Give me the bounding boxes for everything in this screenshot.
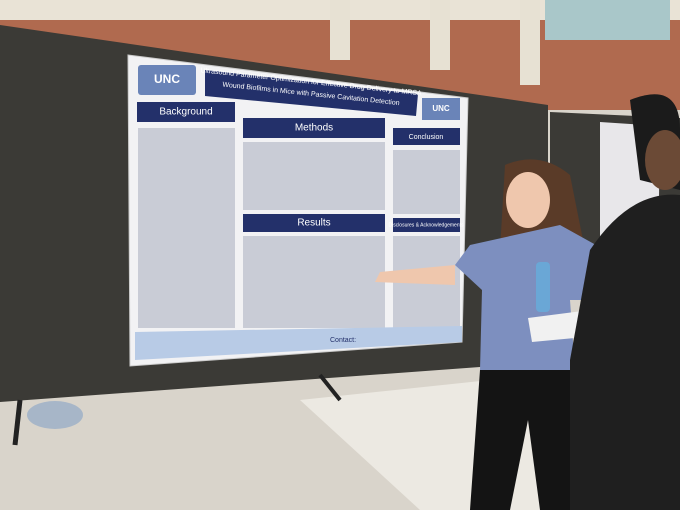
pillar bbox=[520, 0, 540, 85]
pillar bbox=[430, 0, 450, 70]
section-title: Disclosures & Acknowledgements bbox=[388, 222, 464, 228]
text-block bbox=[138, 128, 235, 328]
contact: Contact: bbox=[330, 337, 356, 344]
section-header bbox=[137, 102, 235, 122]
pillar bbox=[330, 0, 350, 60]
section-header bbox=[243, 118, 385, 138]
section-header bbox=[393, 218, 460, 232]
section-title: Results bbox=[297, 218, 330, 229]
logo: UNC bbox=[154, 72, 180, 86]
text-block bbox=[243, 236, 385, 328]
section-title: Methods bbox=[295, 123, 333, 134]
bottle bbox=[536, 262, 550, 312]
observer-face bbox=[645, 130, 680, 190]
section-header bbox=[393, 128, 460, 145]
bag bbox=[27, 401, 83, 429]
section-title: Background bbox=[159, 107, 212, 118]
logo-box bbox=[138, 65, 196, 95]
section-title: Conclusion bbox=[409, 134, 444, 141]
text-block bbox=[393, 150, 460, 214]
logo-box bbox=[422, 98, 460, 120]
contact-bar bbox=[135, 326, 462, 360]
face bbox=[506, 172, 550, 228]
arm bbox=[375, 265, 455, 285]
logo: UNC bbox=[432, 104, 450, 113]
poster-body bbox=[138, 128, 460, 328]
text-block bbox=[243, 142, 385, 210]
board-leg bbox=[12, 399, 23, 446]
window bbox=[545, 0, 670, 40]
section-header bbox=[243, 214, 385, 232]
observer-jacket bbox=[570, 194, 680, 510]
title-band bbox=[205, 70, 418, 116]
pants bbox=[470, 370, 575, 510]
board-leg bbox=[318, 373, 342, 402]
